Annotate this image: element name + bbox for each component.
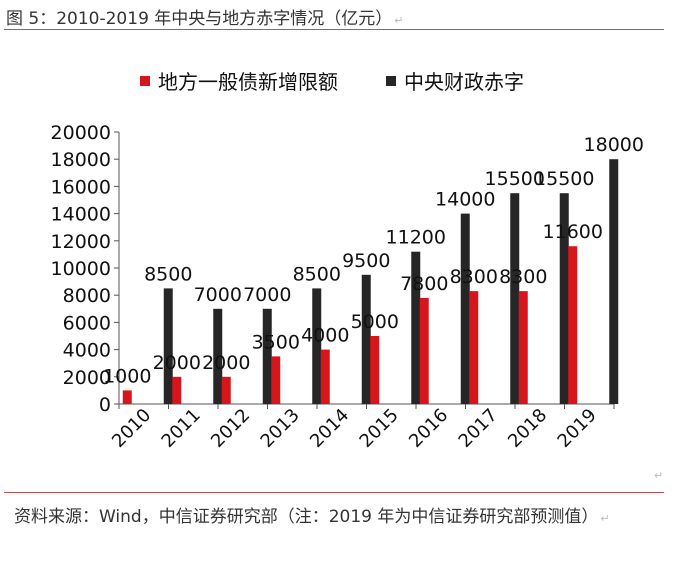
bar-local xyxy=(469,291,479,404)
source-text: 资料来源：Wind，中信证券研究部（注：2019 年为中信证券研究部预测值） xyxy=(14,507,599,527)
x-tick-label: 2017 xyxy=(455,405,502,452)
y-tick-label: 4000 xyxy=(63,340,111,362)
y-tick-label: 2000 xyxy=(63,367,111,389)
data-label-central: 15500 xyxy=(534,168,594,190)
y-tick-label: 0 xyxy=(99,394,111,416)
figure-title: 图 5：2010-2019 年中央与地方赤字情况（亿元） ↵ xyxy=(6,4,404,29)
data-label-local: 2000 xyxy=(202,352,250,374)
data-label-local: 5000 xyxy=(351,311,399,333)
x-tick-label: 2011 xyxy=(158,405,205,452)
x-tick-label: 2018 xyxy=(504,405,551,452)
bar-local xyxy=(172,376,182,404)
paragraph-mark-icon: ↵ xyxy=(394,14,404,27)
y-tick-label: 14000 xyxy=(51,204,111,226)
bar-chart: 0 2000 4000 6000 8000 10000 12000 14000 16000 180… xyxy=(51,122,644,452)
bar-central xyxy=(510,193,520,404)
x-tick-label: 2012 xyxy=(207,405,254,452)
data-label-local: 8300 xyxy=(499,266,547,288)
y-tick-label: 12000 xyxy=(51,231,111,253)
bar-local xyxy=(271,356,281,404)
bar-local xyxy=(320,349,330,404)
data-label-central: 9500 xyxy=(342,250,390,272)
y-tick-label: 16000 xyxy=(51,176,111,198)
bar-central xyxy=(609,159,619,404)
data-label-central: 8500 xyxy=(293,263,341,285)
legend-label-local: 地方一般债新增限额 xyxy=(158,70,338,94)
bar-local xyxy=(568,246,578,404)
data-label-local: 4000 xyxy=(301,325,349,347)
paragraph-mark-icon: ↵ xyxy=(654,469,664,482)
y-tick-label: 20000 xyxy=(51,122,111,144)
legend-label-central: 中央财政赤字 xyxy=(404,70,524,94)
x-tick-label: 2013 xyxy=(257,405,304,452)
chart-legend: 地方一般债新增限额 中央财政赤字 xyxy=(0,66,675,94)
bar-central xyxy=(411,251,421,404)
data-label-central: 11200 xyxy=(386,227,446,249)
data-label-local: 2000 xyxy=(153,352,201,374)
legend-item-central: 中央财政赤字 xyxy=(386,66,524,95)
bar-local xyxy=(122,390,132,404)
legend-swatch-black xyxy=(386,75,396,86)
figure-title-text: 图 5：2010-2019 年中央与地方赤字情况（亿元） xyxy=(6,9,393,29)
y-tick-label: 8000 xyxy=(63,285,111,307)
data-label-local: 1000 xyxy=(103,365,151,387)
x-tick-label: 2010 xyxy=(108,405,155,452)
bar-central xyxy=(559,193,569,404)
bar-central xyxy=(213,308,223,404)
bar-central xyxy=(312,288,322,404)
bar-central xyxy=(262,308,272,404)
bar-local xyxy=(221,376,231,404)
bar-local xyxy=(518,291,528,404)
bar-local xyxy=(370,336,380,404)
data-label-central: 18000 xyxy=(584,134,644,156)
x-tick-label: 2016 xyxy=(405,405,452,452)
data-label-central: 7000 xyxy=(243,284,291,306)
paragraph-mark-icon: ↵ xyxy=(600,512,610,525)
x-tick-label: 2019 xyxy=(554,405,601,452)
data-label-central: 7000 xyxy=(194,284,242,306)
y-tick-label: 6000 xyxy=(63,312,111,334)
legend-item-local: 地方一般债新增限额 xyxy=(140,66,338,95)
bar-central xyxy=(361,274,371,404)
data-label-central: 14000 xyxy=(435,189,495,211)
source-note: 资料来源：Wind，中信证券研究部（注：2019 年为中信证券研究部预测值） ↵ xyxy=(14,502,664,534)
top-divider xyxy=(4,29,664,30)
bar-central xyxy=(460,213,470,404)
legend-swatch-red xyxy=(140,75,150,86)
data-label-local: 3500 xyxy=(252,331,300,353)
x-tick-label: 2015 xyxy=(356,405,403,452)
x-tick-label: 2014 xyxy=(306,405,353,452)
data-label-local: 8300 xyxy=(450,266,498,288)
bar-local xyxy=(419,297,429,404)
y-tick-label: 10000 xyxy=(51,258,111,280)
bar-central xyxy=(163,288,173,404)
data-label-local: 7800 xyxy=(400,273,448,295)
data-label-local: 11600 xyxy=(543,221,603,243)
data-label-central: 8500 xyxy=(144,263,192,285)
y-tick-label: 18000 xyxy=(51,149,111,171)
bottom-divider xyxy=(4,492,664,493)
data-label-central: 15500 xyxy=(485,168,545,190)
